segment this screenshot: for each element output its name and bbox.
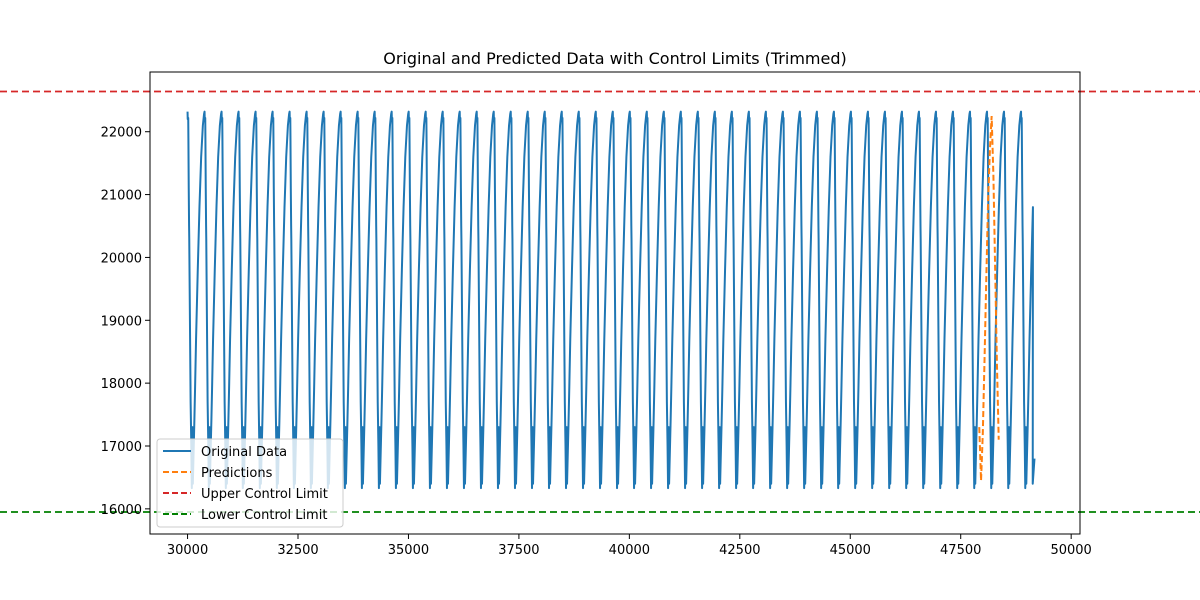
chart-title: Original and Predicted Data with Control… <box>383 49 847 68</box>
y-tick-label: 18000 <box>101 377 142 392</box>
y-tick-label: 22000 <box>101 126 142 141</box>
legend-label: Original Data <box>201 445 287 460</box>
plot-frame <box>149 71 1081 535</box>
legend-label: Upper Control Limit <box>201 487 328 502</box>
x-tick-label: 45000 <box>830 543 871 558</box>
x-tick-label: 40000 <box>609 543 650 558</box>
y-tick-label: 20000 <box>101 251 142 266</box>
x-tick-label: 30000 <box>167 543 208 558</box>
x-tick-label: 47500 <box>940 543 981 558</box>
y-tick-label: 16000 <box>101 503 142 518</box>
x-tick-label: 50000 <box>1050 543 1091 558</box>
legend-box <box>156 438 344 528</box>
x-tick-label: 37500 <box>498 543 539 558</box>
legend-label: Lower Control Limit <box>201 508 327 523</box>
x-tick-label: 42500 <box>719 543 760 558</box>
x-tick-label: 35000 <box>388 543 429 558</box>
y-tick-label: 21000 <box>101 189 142 204</box>
series-original-data <box>186 110 1036 490</box>
x-tick-label: 32500 <box>277 543 318 558</box>
y-tick-label: 17000 <box>101 440 142 455</box>
series-predictions <box>978 115 1000 481</box>
y-tick-label: 19000 <box>101 314 142 329</box>
axes: 30000 32500 35000 37500 40000 42500 45000 47500… <box>101 71 1092 558</box>
plot-clip-group <box>186 110 1036 490</box>
legend: Original Data Predictions Upper Control Li… <box>156 438 344 528</box>
legend-label: Predictions <box>201 466 273 481</box>
